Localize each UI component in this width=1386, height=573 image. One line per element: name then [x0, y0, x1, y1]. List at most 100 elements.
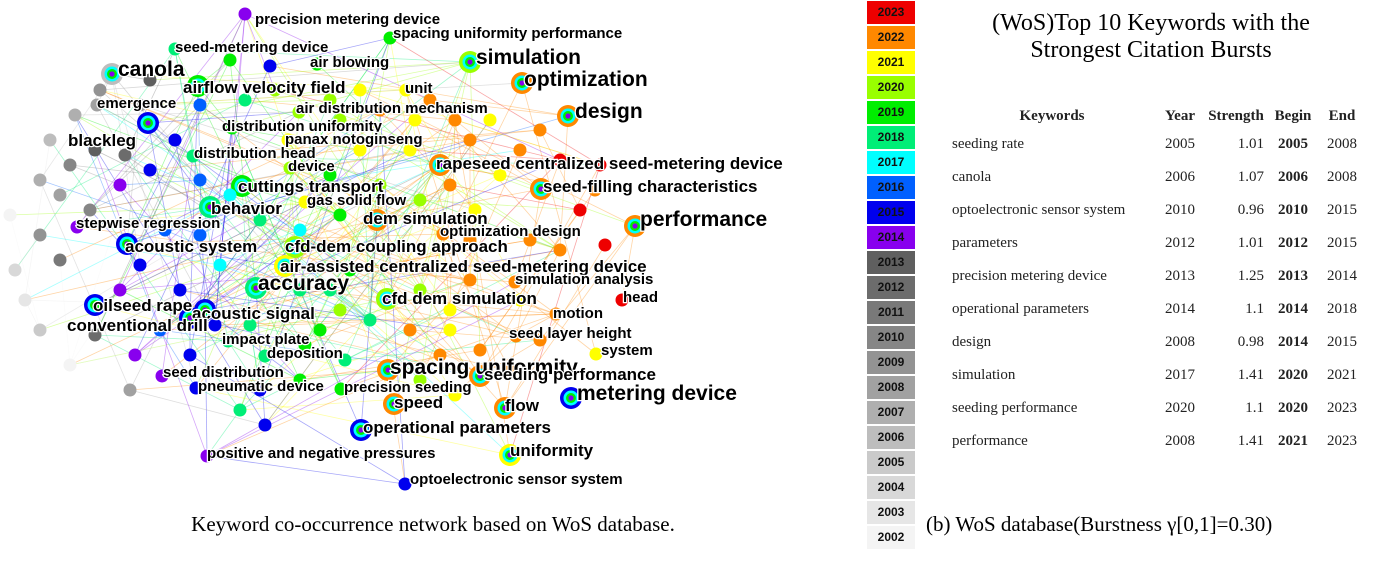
network-node	[343, 263, 357, 277]
network-edge	[126, 185, 243, 245]
network-edge	[287, 139, 456, 396]
network-edge	[159, 329, 197, 389]
network-edge	[376, 188, 542, 221]
network-node	[333, 208, 347, 222]
network-node	[598, 238, 612, 252]
network-edge	[94, 13, 246, 336]
year-legend-2007: 2007	[866, 400, 916, 425]
network-node	[373, 178, 387, 192]
network-edge	[294, 246, 321, 331]
header-year: Year	[1165, 107, 1195, 124]
network-edge	[244, 13, 451, 311]
network-edge	[174, 48, 229, 342]
keyword-label: conventional drill	[67, 316, 208, 335]
network-edge	[405, 89, 506, 409]
network-edge	[69, 122, 149, 366]
network-node	[423, 93, 437, 107]
keyword-node	[383, 31, 397, 45]
network-edge	[229, 59, 257, 289]
network-node	[253, 383, 267, 397]
network-node	[68, 108, 82, 122]
network-edge	[209, 206, 557, 315]
header-begin: Begin	[1274, 107, 1312, 124]
network-edge	[39, 179, 201, 236]
year-legend-2010: 2010	[866, 325, 916, 350]
keyword-node	[258, 349, 272, 363]
keyword-node	[274, 255, 296, 277]
network-edge	[359, 89, 371, 321]
keyword-label: design	[575, 100, 643, 123]
network-edge	[259, 37, 391, 391]
network-edge	[386, 61, 471, 300]
year-legend-2015: 2015	[866, 200, 916, 225]
network-edge	[419, 184, 451, 381]
year-legend-2006: 2006	[866, 425, 916, 450]
cell-strength: 1.41	[1237, 433, 1264, 449]
cell-keyword: operational parameters	[952, 301, 1090, 317]
network-edge	[515, 249, 561, 337]
cell-strength: 1.41	[1237, 367, 1264, 383]
network-node	[403, 143, 417, 157]
network-edge	[24, 219, 378, 301]
network-node	[413, 193, 427, 207]
network-edge	[14, 234, 41, 271]
network-edge	[174, 48, 471, 63]
keyword-label: airflow velocity field	[183, 78, 346, 97]
network-node	[168, 133, 182, 147]
keyword-label: motion	[553, 305, 603, 322]
network-edge	[89, 209, 141, 266]
keyword-node	[377, 359, 399, 381]
year-legend-2008: 2008	[866, 375, 916, 400]
network-edge	[439, 164, 596, 191]
network-edge	[231, 127, 561, 251]
network-node	[123, 383, 137, 397]
burst-header-row: Keywords Year Strength Begin End	[948, 104, 1366, 128]
keyword-label: performance	[640, 208, 767, 231]
network-edge	[126, 233, 444, 245]
network-edge	[349, 269, 541, 341]
network-edge	[174, 48, 194, 157]
network-node	[118, 148, 132, 162]
keyword-label: speed	[394, 393, 443, 412]
network-node	[88, 328, 102, 342]
network-edge	[164, 115, 569, 231]
network-edge	[259, 61, 471, 221]
network-edge	[344, 309, 451, 361]
network-edge	[449, 184, 581, 211]
cell-begin: 2021	[1278, 433, 1308, 449]
keyword-label: optoelectronic sensor system	[410, 471, 623, 488]
network-edge	[139, 99, 331, 106]
keyword-node	[84, 294, 106, 316]
network-edge	[387, 279, 471, 371]
network-edge	[206, 354, 441, 457]
keyword-node	[90, 98, 104, 112]
network-node	[433, 348, 447, 362]
network-node	[483, 113, 497, 127]
keyword-node	[200, 449, 214, 463]
network-edge	[147, 61, 471, 124]
network-edge	[192, 155, 261, 221]
keyword-node	[557, 105, 579, 127]
network-node	[353, 83, 367, 97]
network-edge	[255, 287, 481, 377]
network-edge	[369, 319, 456, 396]
network-node	[143, 73, 157, 87]
network-node	[153, 323, 167, 337]
network-edge	[214, 239, 471, 326]
network-edge	[199, 104, 517, 337]
keyword-network: precision metering device spacing uniform…	[3, 7, 784, 536]
network-edge	[147, 122, 346, 361]
network-node	[553, 153, 567, 167]
network-edge	[539, 129, 581, 211]
keyword-label: positive and negative pressures	[207, 445, 435, 462]
network-edge	[340, 159, 561, 390]
network-edge	[559, 115, 569, 251]
network-edge	[219, 164, 441, 266]
keyword-node	[560, 387, 582, 409]
network-edge	[214, 313, 557, 326]
network-edge	[369, 184, 381, 321]
network-node	[53, 253, 67, 267]
cell-begin: 2020	[1278, 367, 1308, 383]
table-row: design 2008 0.98 2014 2015	[948, 326, 1366, 359]
network-node	[133, 98, 147, 112]
